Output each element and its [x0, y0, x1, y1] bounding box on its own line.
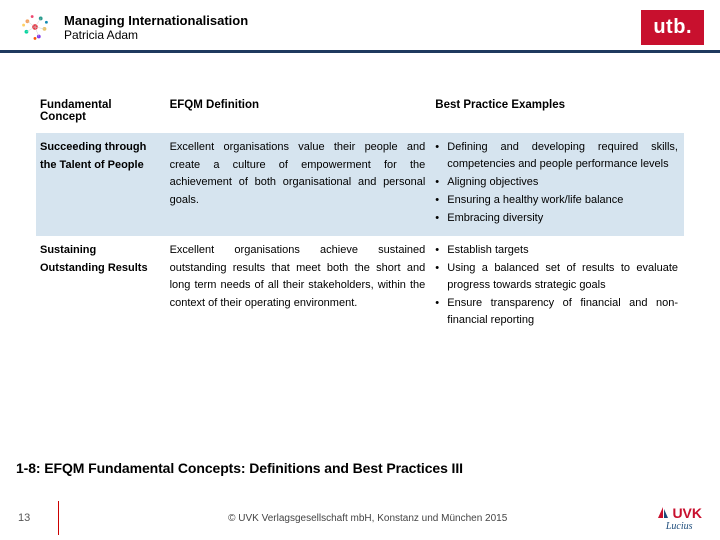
cell-definition: Excellent organisations achieve sustaine…: [166, 236, 432, 338]
slide-caption: 1‑8: EFQM Fundamental Concepts: Definiti…: [16, 460, 463, 476]
header-subtitle: Patricia Adam: [64, 28, 631, 42]
th-concept: Fundamental Concept: [36, 93, 166, 133]
footer: 13 © UVK Verlagsgesellschaft mbH, Konsta…: [0, 496, 720, 540]
utb-logo-text: utb: [653, 16, 686, 39]
logo-burst-icon: [16, 8, 54, 46]
cell-concept: Sustaining Outstanding Results: [36, 236, 166, 338]
cell-definition: Excellent organisations value their peop…: [166, 133, 432, 236]
page-number: 13: [18, 512, 58, 524]
cell-concept: Succeeding through the Talent of People: [36, 133, 166, 236]
th-best-practice: Best Practice Examples: [431, 93, 684, 133]
utb-logo-dot: .: [686, 16, 692, 39]
bp-item: Aligning objectives: [435, 174, 678, 191]
bp-item: Ensuring a healthy work/life balance: [435, 192, 678, 209]
bp-item: Embracing diversity: [435, 210, 678, 227]
header-title: Managing Internationalisation: [64, 13, 631, 28]
bp-item: Establish targets: [435, 242, 678, 259]
header-text: Managing Internationalisation Patricia A…: [64, 13, 631, 42]
footer-separator: [58, 501, 59, 535]
uvk-logo: UVK Lucius: [656, 505, 702, 532]
table-row: Succeeding through the Talent of People …: [36, 133, 684, 236]
utb-logo: utb.: [641, 10, 704, 45]
cell-best-practice: Establish targets Using a balanced set o…: [431, 236, 684, 338]
table-row: Sustaining Outstanding Results Excellent…: [36, 236, 684, 338]
bp-item: Defining and developing required skills,…: [435, 139, 678, 173]
header: Managing Internationalisation Patricia A…: [0, 0, 720, 50]
th-definition: EFQM Definition: [166, 93, 432, 133]
bp-item: Using a balanced set of results to evalu…: [435, 260, 678, 294]
efqm-table: Fundamental Concept EFQM Definition Best…: [36, 93, 684, 338]
copyright-text: © UVK Verlagsgesellschaft mbH, Konstanz …: [79, 513, 656, 524]
uvk-lucius-text: Lucius: [666, 521, 693, 532]
content-area: Fundamental Concept EFQM Definition Best…: [0, 53, 720, 338]
table-header-row: Fundamental Concept EFQM Definition Best…: [36, 93, 684, 133]
cell-best-practice: Defining and developing required skills,…: [431, 133, 684, 236]
sail-icon: [656, 506, 670, 520]
bp-item: Ensure transparency of financial and non…: [435, 295, 678, 329]
uvk-text: UVK: [672, 505, 702, 521]
bp-list: Defining and developing required skills,…: [435, 139, 678, 227]
uvk-logo-top: UVK: [656, 505, 702, 521]
bp-list: Establish targets Using a balanced set o…: [435, 242, 678, 329]
